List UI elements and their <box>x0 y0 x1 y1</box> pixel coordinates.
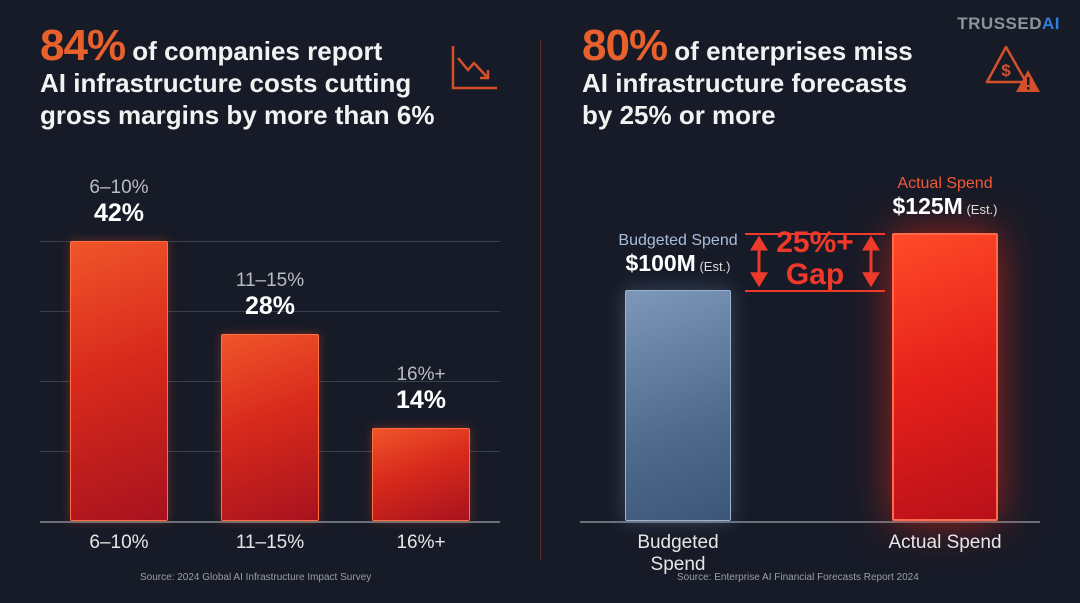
right-headline-line1: of enterprises miss <box>667 36 913 66</box>
right-headline: 80% of enterprises miss AI infrastructur… <box>582 24 913 131</box>
gap-label: 25%+ Gap <box>765 227 865 291</box>
left-source: Source: 2024 Global AI Infrastructure Im… <box>140 572 372 583</box>
bar <box>372 427 470 521</box>
bar-value-label: 28% <box>244 292 296 321</box>
right-stat: 80% <box>582 21 668 70</box>
est-label: (Est.) <box>962 201 998 217</box>
bar-category-label: 11–15% <box>235 270 305 292</box>
gridline <box>40 241 500 242</box>
x-tick-label: Actual Spend <box>888 532 1002 553</box>
bar-category-label: 16%+ <box>396 363 446 385</box>
bar-value-label: $100M (Est.) <box>625 250 731 277</box>
bar-category-label: Actual Spend <box>897 174 993 192</box>
gap-bottom-line <box>745 290 885 293</box>
left-headline: 84% of companies report AI infrastructur… <box>40 24 435 131</box>
est-label: (Est.) <box>695 259 731 275</box>
bar-label: 6–10% 42% <box>39 177 199 228</box>
left-headline-line1: of companies report <box>125 36 383 66</box>
right-headline-line2: AI infrastructure forecasts <box>582 68 908 98</box>
x-tick-label: Budgeted Spend <box>637 532 719 575</box>
baseline <box>40 521 500 523</box>
gap-top-line <box>745 232 885 235</box>
divider <box>540 40 541 560</box>
x-tick-label: 16%+ <box>396 532 446 553</box>
bar-label: 11–15% 28% <box>190 270 350 321</box>
left-headline-line3: gross margins by more than 6% <box>40 100 435 130</box>
left-headline-line2: AI infrastructure costs cutting <box>40 68 412 98</box>
bar-label: Actual Spend $125M (Est.) <box>865 175 1025 220</box>
gap-label-line2: Gap <box>785 258 845 292</box>
bar <box>70 241 168 521</box>
bar <box>221 334 319 521</box>
bar-label: Budgeted Spend $100M (Est.) <box>598 232 758 277</box>
x-tick-label: 6–10% <box>89 532 149 553</box>
x-tick-label: 11–15% <box>235 532 305 553</box>
bar-label: 16%+ 14% <box>341 364 501 415</box>
left-stat: 84% <box>40 21 126 70</box>
dollar-warning-icon: $ <box>985 45 1040 92</box>
bar-category-label: 6–10% <box>89 177 149 198</box>
bar-value-label: 42% <box>93 199 145 227</box>
gridline <box>40 311 500 312</box>
bar-category-label: Budgeted Spend <box>618 232 738 250</box>
gap-label-line1: 25%+ <box>776 226 854 260</box>
brand-logo: TRUSSEDAI <box>957 14 1060 33</box>
bar <box>625 290 731 521</box>
bar <box>892 232 998 521</box>
svg-text:$: $ <box>1001 61 1011 80</box>
bar-value-label: 14% <box>395 385 447 414</box>
trend-down-icon <box>451 46 497 90</box>
bar-value-label: $125M (Est.) <box>892 192 998 219</box>
baseline <box>580 521 1040 523</box>
right-headline-line3: by 25% or more <box>582 100 776 130</box>
right-source: Source: Enterprise AI Financial Forecast… <box>677 572 919 583</box>
